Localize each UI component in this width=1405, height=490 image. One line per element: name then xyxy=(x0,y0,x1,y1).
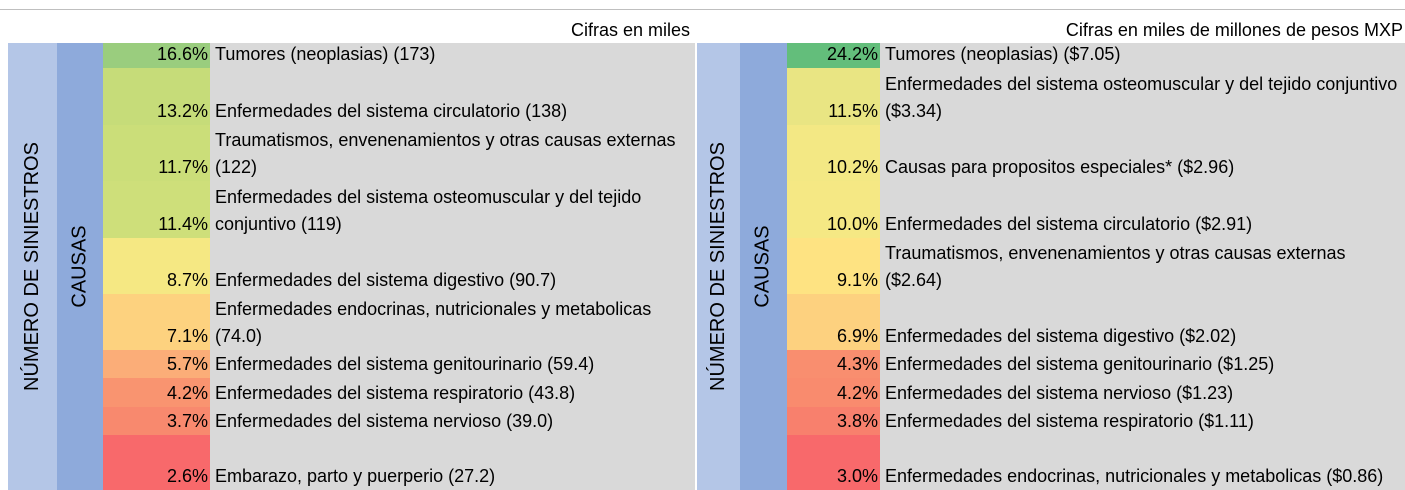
percent-cell: 3.0% xyxy=(787,435,880,490)
percent-cell: 11.7% xyxy=(103,125,210,181)
cause-label: Enfermedades del sistema osteomuscular y… xyxy=(880,68,1405,125)
percent-cell: 4.2% xyxy=(103,378,210,407)
cause-label: Enfermedades del sistema digestivo ($2.0… xyxy=(880,294,1405,350)
percent-cell: 9.1% xyxy=(787,238,880,294)
percent-cell: 5.7% xyxy=(103,350,210,378)
cause-label: Causas para propositos especiales* ($2.9… xyxy=(880,125,1405,181)
cause-label: Enfermedades del sistema circulatorio ($… xyxy=(880,181,1405,238)
cause-label: Enfermedades del sistema circulatorio (1… xyxy=(210,68,695,125)
cause-label: Traumatismos, envenenamientos y otras ca… xyxy=(880,238,1405,294)
cause-label: Enfermedades del sistema nervioso (39.0) xyxy=(210,407,695,435)
row-label: NÚMERO DE SINIESTROS xyxy=(21,142,44,391)
percent-cell: 4.3% xyxy=(787,350,880,378)
column-label-cell: CAUSAS xyxy=(740,43,787,490)
cause-label: Enfermedades del sistema genitourinario … xyxy=(210,350,695,378)
cause-label: Tumores (neoplasias) ($7.05) xyxy=(880,43,1405,68)
column-label: CAUSAS xyxy=(68,225,91,308)
column-label-cell: CAUSAS xyxy=(57,43,103,490)
cause-label: Enfermedades del sistema digestivo (90.7… xyxy=(210,238,695,294)
row-label-cell: NÚMERO DE SINIESTROS xyxy=(697,43,740,490)
column-label: CAUSAS xyxy=(752,225,774,308)
cause-label: Enfermedades endocrinas, nutricionales y… xyxy=(210,294,695,350)
percent-cell: 16.6% xyxy=(103,43,210,68)
cause-label: Traumatismos, envenenamientos y otras ca… xyxy=(210,125,695,181)
cause-label: Enfermedades endocrinas, nutricionales y… xyxy=(880,435,1405,490)
percent-cell: 13.2% xyxy=(103,68,210,125)
left-header: Cifras en miles xyxy=(570,20,690,40)
cause-label: Enfermedades del sistema respiratorio (4… xyxy=(210,378,695,407)
percent-cell: 10.2% xyxy=(787,125,880,181)
percent-cell: 7.1% xyxy=(103,294,210,350)
percent-cell: 3.8% xyxy=(787,407,880,435)
cause-label: Enfermedades del sistema genitourinario … xyxy=(880,350,1405,378)
percent-cell: 11.5% xyxy=(787,68,880,125)
row-label-cell: NÚMERO DE SINIESTROS xyxy=(8,43,57,490)
top-rule xyxy=(0,9,1405,10)
cause-label: Enfermedades del sistema nervioso ($1.23… xyxy=(880,378,1405,407)
right-header: Cifras en miles de millones de pesos MXP xyxy=(1065,20,1403,40)
cause-label: Tumores (neoplasias) (173) xyxy=(210,43,695,68)
percent-cell: 8.7% xyxy=(103,238,210,294)
row-label: NÚMERO DE SINIESTROS xyxy=(707,142,730,391)
percent-cell: 4.2% xyxy=(787,378,880,407)
percent-cell: 2.6% xyxy=(103,435,210,490)
percent-cell: 10.0% xyxy=(787,181,880,238)
percent-cell: 11.4% xyxy=(103,181,210,238)
cause-label: Enfermedades del sistema osteomuscular y… xyxy=(210,181,695,238)
percent-cell: 24.2% xyxy=(787,43,880,68)
percent-cell: 3.7% xyxy=(103,407,210,435)
percent-cell: 6.9% xyxy=(787,294,880,350)
cause-label: Embarazo, parto y puerperio (27.2) xyxy=(210,435,695,490)
cause-label: Enfermedades del sistema respiratorio ($… xyxy=(880,407,1405,435)
